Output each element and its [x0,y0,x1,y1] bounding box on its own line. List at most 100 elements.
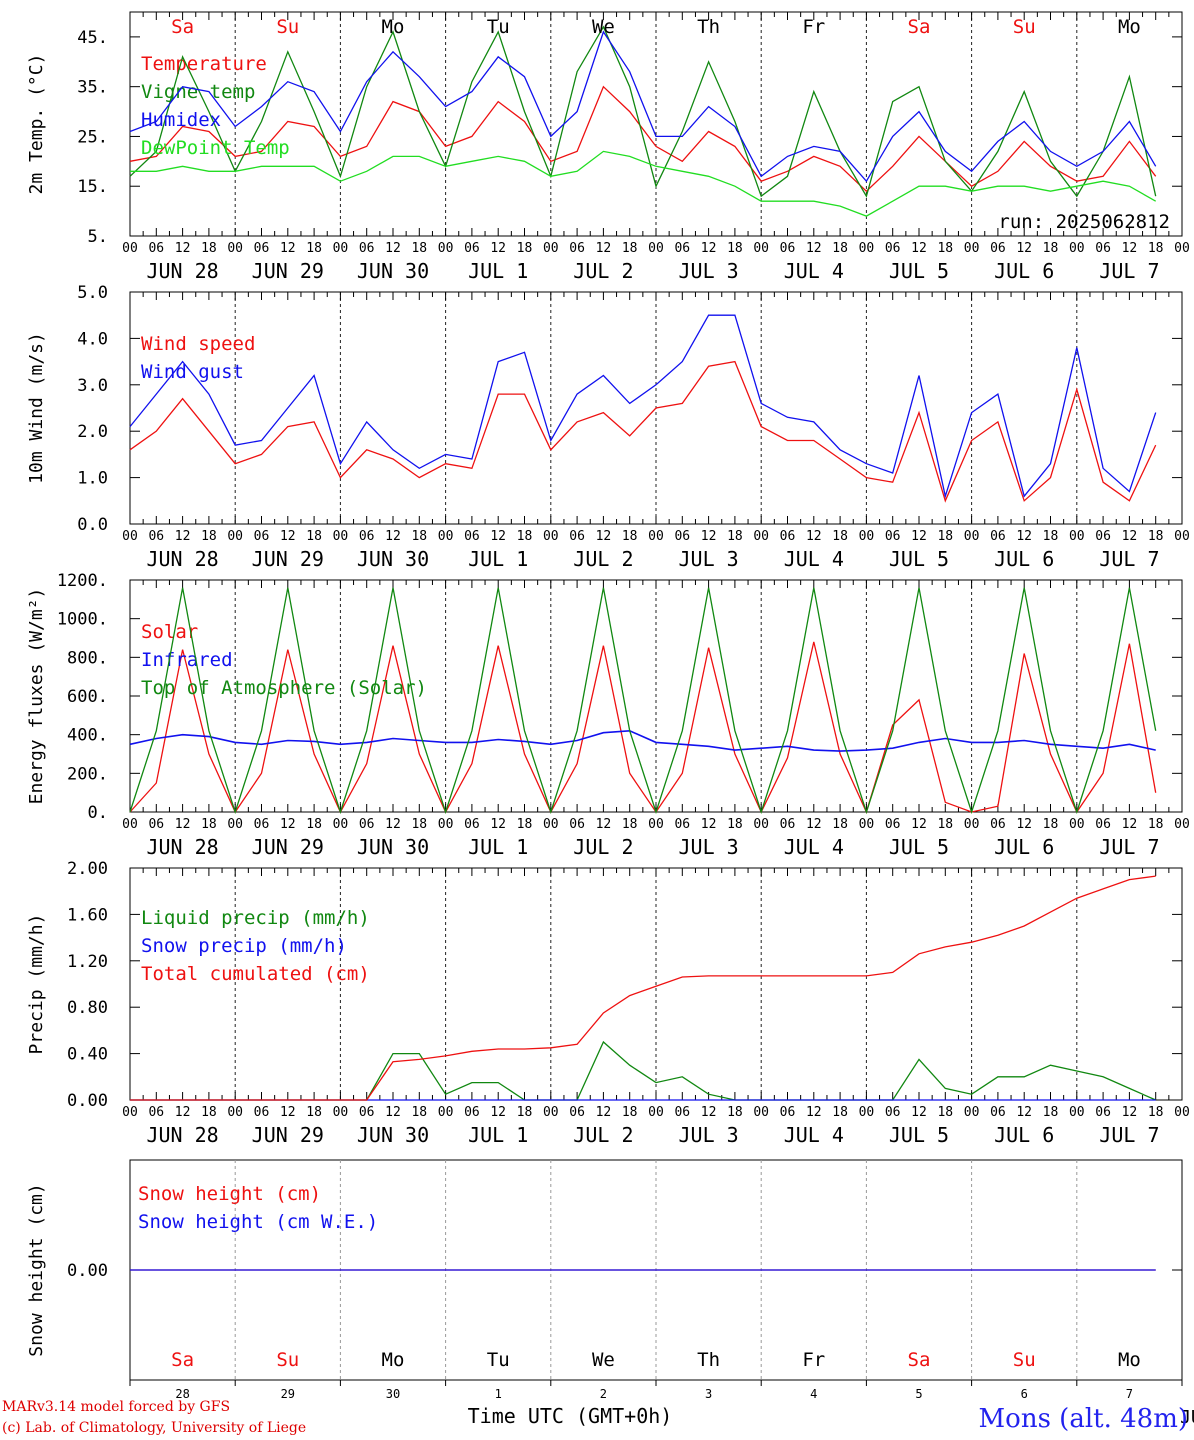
y-tick-label: 25. [77,127,108,147]
hour-tick-label: 12 [385,817,401,832]
series-line-top-of-atmosphere-solar- [129,587,1157,815]
y-axis-label: 10m Wind (m/s) [26,332,47,484]
hour-tick-label: 18 [517,241,533,256]
credit-model: MARv3.14 model forced by GFS [2,1399,231,1415]
hour-tick-label: 18 [832,529,848,544]
hour-tick-label: 06 [990,529,1006,544]
day-number-label: 30 [386,1387,400,1401]
hour-tick-label: 12 [806,241,822,256]
hour-tick-label: 06 [1095,1105,1111,1120]
hour-tick-label: 06 [569,529,585,544]
date-label: JUL 2 [573,1123,633,1147]
hour-tick-label: 18 [1148,817,1164,832]
date-label: JUL 3 [678,547,738,571]
hour-tick-label: 12 [701,529,717,544]
hour-tick-label: 00 [543,817,559,832]
hour-tick-label: 18 [937,1105,953,1120]
date-label: JUL 3 [678,259,738,283]
y-tick-label: 0. [88,803,108,823]
hour-tick-label: 00 [227,817,243,832]
date-label: JUL 7 [1099,547,1159,571]
y-tick-label: 600. [67,687,108,707]
hour-tick-label: 00 [859,241,875,256]
hour-tick-label: 18 [306,529,322,544]
hour-tick-label: 00 [543,241,559,256]
hour-tick-label: 12 [490,817,506,832]
hour-tick-label: 06 [569,817,585,832]
weekday-label: Su [276,16,299,38]
y-tick-label: 1.20 [67,952,108,972]
legend-entry: Temperature [141,53,267,75]
date-label: JUN 28 [146,835,218,859]
y-tick-label: 2.00 [67,859,108,879]
hour-tick-label: 00 [227,529,243,544]
y-tick-label: 1200. [57,571,108,591]
y-tick-label: 0.40 [67,1045,108,1065]
hour-tick-label: 18 [622,817,638,832]
y-tick-label: 200. [67,764,108,784]
hour-tick-label: 06 [148,241,164,256]
hour-tick-label: 06 [780,817,796,832]
date-label: JUL 5 [889,547,949,571]
hour-tick-label: 12 [175,529,191,544]
hour-tick-label: 12 [175,817,191,832]
hour-tick-label: 12 [911,529,927,544]
x-axis-label: Time UTC (GMT+0h) [468,1404,673,1428]
date-label: JUN 30 [357,547,429,571]
hour-tick-label: 06 [254,1105,270,1120]
date-label: JUN 28 [146,259,218,283]
y-tick-label: 0.80 [67,998,108,1018]
y-tick-label: 5.0 [77,283,108,303]
hour-tick-label: 12 [701,241,717,256]
hour-tick-label: 06 [990,241,1006,256]
y-tick-label: 400. [67,726,108,746]
date-label: JUL 5 [889,1123,949,1147]
hour-tick-label: 06 [1095,529,1111,544]
hour-tick-label: 18 [1043,817,1059,832]
weekday-label: Su [1013,16,1036,38]
hour-tick-label: 12 [1016,1105,1032,1120]
hour-tick-label: 00 [227,1105,243,1120]
credit-lab: (c) Lab. of Climatology, University of L… [2,1420,307,1436]
hour-tick-label: 12 [806,817,822,832]
hour-tick-label: 06 [148,817,164,832]
date-label: JUN 29 [252,547,324,571]
hour-tick-label: 00 [859,1105,875,1120]
hour-tick-label: 06 [569,241,585,256]
hour-tick-label: 18 [832,817,848,832]
hour-tick-label: 12 [490,1105,506,1120]
day-number-label: 29 [281,1387,295,1401]
day-number-label: 6 [1021,1387,1028,1401]
hour-tick-label: 12 [596,1105,612,1120]
hour-tick-label: 12 [280,817,296,832]
legend-entry: Infrared [141,649,233,671]
hour-tick-label: 00 [753,1105,769,1120]
series-line-dewpoint-temp [130,150,1157,217]
hour-tick-label: 18 [306,241,322,256]
hour-tick-label: 00 [1174,241,1190,256]
month-label: JUL [1180,1407,1194,1428]
date-label: JUL 2 [573,259,633,283]
legend-entry: Wind speed [141,333,255,355]
hour-tick-label: 00 [1069,1105,1085,1120]
hour-tick-label: 18 [727,529,743,544]
hour-tick-label: 06 [885,529,901,544]
hour-tick-label: 18 [727,817,743,832]
legend-entry: Vigne temp [141,81,255,103]
hour-tick-label: 12 [280,241,296,256]
date-label: JUL 1 [468,547,528,571]
date-label: JUL 1 [468,259,528,283]
hour-tick-label: 12 [175,1105,191,1120]
hour-tick-label: 00 [648,241,664,256]
hour-tick-label: 00 [333,529,349,544]
hour-tick-label: 18 [517,817,533,832]
hour-tick-label: 00 [122,1105,138,1120]
date-label: JUL 6 [994,547,1054,571]
hour-tick-label: 18 [306,1105,322,1120]
y-tick-label: 5. [88,227,108,247]
date-label: JUN 30 [357,259,429,283]
date-label: JUL 3 [678,835,738,859]
hour-tick-label: 12 [385,529,401,544]
hour-tick-label: 12 [280,1105,296,1120]
weekday-label: Su [1013,1349,1036,1371]
